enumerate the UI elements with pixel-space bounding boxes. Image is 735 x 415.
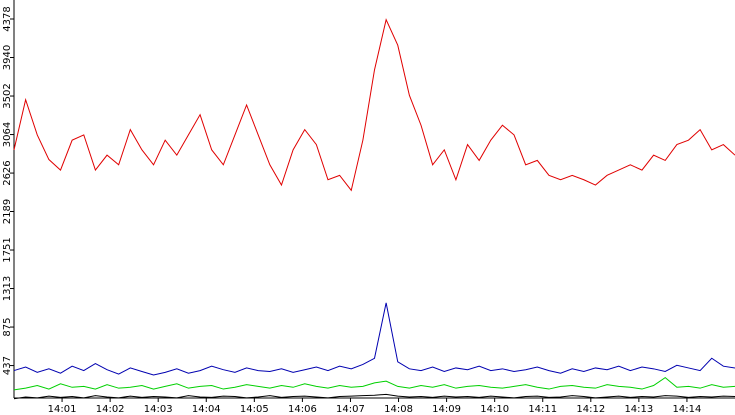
x-tick-label: 14:12 (576, 404, 605, 415)
x-tick-label: 14:09 (432, 404, 461, 415)
x-tick-label: 14:08 (384, 404, 413, 415)
x-tick-label: 14:04 (192, 404, 221, 415)
x-tick-label: 14:02 (96, 404, 125, 415)
y-tick-label: 3064 (2, 122, 13, 147)
y-tick-label: 437 (2, 356, 13, 375)
x-tick-label: 14:01 (48, 404, 77, 415)
x-tick-label: 14:13 (624, 404, 653, 415)
series-line (13, 376, 735, 391)
x-tick-label: 14:11 (528, 404, 557, 415)
x-tick-label: 14:14 (673, 404, 702, 415)
y-tick-label: 875 (2, 318, 13, 337)
x-tick-label: 14:03 (144, 404, 173, 415)
y-tick-label: 3940 (2, 45, 13, 70)
y-tick-label: 1313 (2, 276, 13, 301)
y-tick-label: 4378 (2, 6, 13, 31)
y-tick-label: 2626 (2, 160, 13, 185)
x-tick-label: 14:05 (240, 404, 269, 415)
y-tick-label: 2189 (2, 199, 13, 224)
series-line (13, 18, 735, 192)
x-tick-label: 14:06 (288, 404, 317, 415)
x-tick-label: 14:07 (336, 404, 365, 415)
x-tick-label: 14:10 (480, 404, 509, 415)
series-line (13, 302, 735, 376)
y-tick-label: 3502 (2, 83, 13, 108)
y-tick-label: 1751 (2, 237, 13, 262)
series-line (13, 393, 735, 400)
